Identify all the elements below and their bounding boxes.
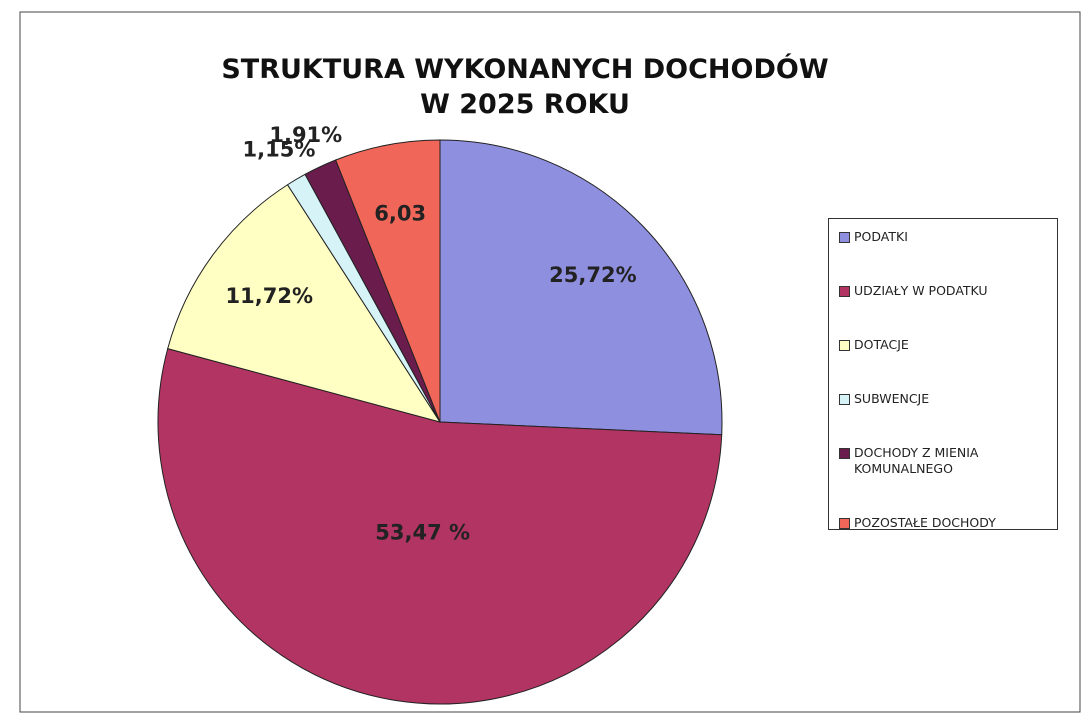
legend-item: POZOSTAŁE DOCHODY <box>839 515 1049 531</box>
legend-label: DOTACJE <box>854 337 909 352</box>
legend-label: UDZIAŁY W PODATKU <box>854 283 988 298</box>
legend-item: SUBWENCJE <box>839 391 1049 407</box>
legend-item: PODATKI <box>839 229 1049 245</box>
legend-swatch <box>839 232 850 243</box>
legend-swatch <box>839 448 850 459</box>
pie-slice <box>335 139 441 423</box>
pie-slice <box>167 184 442 423</box>
legend-swatch <box>839 394 850 405</box>
legend-swatch <box>839 286 850 297</box>
legend-swatch <box>839 340 850 351</box>
legend-item: UDZIAŁY W PODATKU <box>839 283 1049 299</box>
data-label: 25,72% <box>549 263 636 287</box>
chart-frame <box>19 11 1081 713</box>
data-label: 53,47 % <box>375 520 470 544</box>
legend-item: DOCHODY Z MIENIA KOMUNALNEGO <box>839 445 1049 477</box>
chart-title: W 2025 ROKU <box>420 89 630 120</box>
pie-slice <box>439 139 723 436</box>
pie-slice <box>157 348 723 705</box>
legend-label: DOCHODY Z MIENIA KOMUNALNEGO <box>854 445 979 476</box>
legend-swatch <box>839 518 850 529</box>
legend-label: POZOSTAŁE DOCHODY <box>854 515 996 530</box>
data-label: 6,03 <box>374 201 426 225</box>
legend-label: PODATKI <box>854 229 908 244</box>
chart-title: STRUKTURA WYKONANYCH DOCHODÓW <box>221 53 828 85</box>
legend-label: SUBWENCJE <box>854 391 930 406</box>
data-label: 11,72% <box>226 284 313 308</box>
data-label: 1,91% <box>269 123 342 147</box>
legend-item: DOTACJE <box>839 337 1049 353</box>
legend: PODATKI UDZIAŁY W PODATKU DOTACJE SUBWENCJE… <box>828 218 1058 530</box>
data-label: 1,15% <box>243 137 316 161</box>
